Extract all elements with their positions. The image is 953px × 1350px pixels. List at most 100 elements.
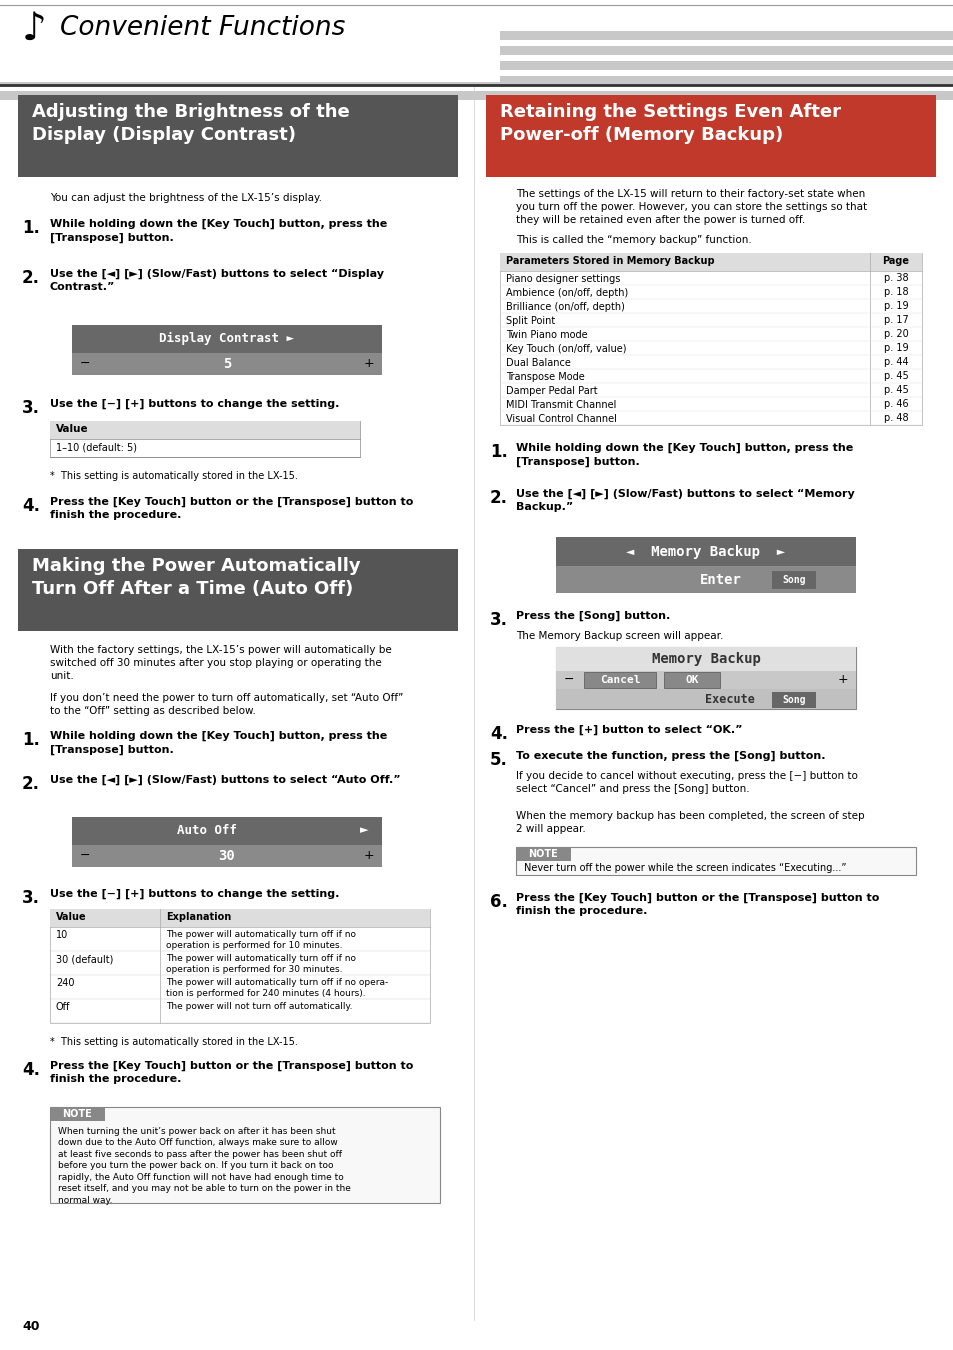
Text: Press the [+] button to select “OK.”: Press the [+] button to select “OK.”: [516, 725, 741, 736]
Text: 3.: 3.: [22, 400, 40, 417]
Bar: [50, 1107, 105, 1120]
Text: Split Point: Split Point: [505, 316, 555, 325]
Text: Transpose Mode: Transpose Mode: [505, 371, 584, 382]
Text: p. 48: p. 48: [882, 413, 907, 423]
Text: 30 (default): 30 (default): [56, 954, 113, 964]
Bar: [18, 549, 457, 630]
Bar: [71, 325, 381, 352]
Bar: [556, 566, 855, 593]
Text: The power will automatically turn off if no
operation is performed for 30 minute: The power will automatically turn off if…: [166, 954, 355, 975]
Text: p. 18: p. 18: [882, 288, 907, 297]
Text: Press the [Key Touch] button or the [Transpose] button to
finish the procedure.: Press the [Key Touch] button or the [Tra…: [516, 892, 879, 917]
Text: Brilliance (on/off, depth): Brilliance (on/off, depth): [505, 302, 624, 312]
Text: Song: Song: [781, 695, 805, 705]
Text: Never turn off the power while the screen indicates “Executing...”: Never turn off the power while the scree…: [523, 863, 845, 873]
Bar: [71, 817, 381, 867]
Text: Enter: Enter: [700, 572, 741, 586]
Bar: [18, 95, 457, 177]
Text: ◄  Memory Backup  ►: ◄ Memory Backup ►: [626, 544, 784, 559]
Bar: [0, 46, 953, 55]
Text: 5: 5: [223, 356, 231, 371]
Text: Off: Off: [56, 1002, 71, 1012]
Text: −: −: [80, 849, 91, 863]
Text: Parameters Stored in Memory Backup: Parameters Stored in Memory Backup: [505, 256, 714, 266]
Text: 5.: 5.: [490, 751, 507, 769]
Bar: [50, 909, 430, 927]
Text: p. 20: p. 20: [882, 329, 907, 339]
Text: Page: Page: [882, 256, 908, 266]
Text: OK: OK: [684, 675, 698, 684]
Text: Use the [◄] [►] (Slow/Fast) buttons to select “Memory
Backup.”: Use the [◄] [►] (Slow/Fast) buttons to s…: [516, 489, 854, 513]
Bar: [556, 647, 855, 709]
Bar: [71, 325, 381, 375]
Text: Explanation: Explanation: [166, 913, 231, 922]
Text: Press the [Song] button.: Press the [Song] button.: [516, 612, 670, 621]
Bar: [50, 421, 359, 458]
Text: ►: ►: [359, 825, 368, 836]
Text: Press the [Key Touch] button or the [Transpose] button to
finish the procedure.: Press the [Key Touch] button or the [Tra…: [50, 497, 413, 521]
Text: The power will automatically turn off if no opera-
tion is performed for 240 min: The power will automatically turn off if…: [166, 977, 388, 998]
Bar: [0, 31, 953, 40]
Text: +: +: [363, 849, 374, 863]
Text: Use the [◄] [►] (Slow/Fast) buttons to select “Display
Contrast.”: Use the [◄] [►] (Slow/Fast) buttons to s…: [50, 269, 384, 293]
Bar: [50, 421, 359, 439]
Text: Use the [◄] [►] (Slow/Fast) buttons to select “Auto Off.”: Use the [◄] [►] (Slow/Fast) buttons to s…: [50, 775, 400, 786]
Text: 4.: 4.: [22, 497, 40, 514]
Bar: [0, 76, 953, 85]
Text: Twin Piano mode: Twin Piano mode: [505, 329, 587, 340]
Text: 3.: 3.: [490, 612, 507, 629]
Text: Retaining the Settings Even After
Power-off (Memory Backup): Retaining the Settings Even After Power-…: [499, 103, 841, 144]
Text: When the memory backup has been completed, the screen of step
2 will appear.: When the memory backup has been complete…: [516, 811, 863, 834]
Text: 1–10 (default: 5): 1–10 (default: 5): [56, 443, 137, 454]
Text: NOTE: NOTE: [528, 849, 558, 859]
Text: Cancel: Cancel: [599, 675, 639, 684]
Text: 240: 240: [56, 977, 74, 988]
Text: This is called the “memory backup” function.: This is called the “memory backup” funct…: [516, 235, 751, 244]
Bar: [556, 688, 855, 709]
Text: p. 44: p. 44: [882, 356, 907, 367]
Text: p. 45: p. 45: [882, 371, 907, 381]
Text: 1.: 1.: [22, 730, 40, 749]
Text: Convenient Functions: Convenient Functions: [60, 15, 345, 40]
Text: When turning the unit’s power back on after it has been shut
down due to the Aut: When turning the unit’s power back on af…: [58, 1127, 351, 1204]
Bar: [50, 909, 430, 1023]
Bar: [771, 691, 815, 707]
Bar: [0, 12, 499, 82]
Text: ♪: ♪: [22, 9, 47, 49]
Text: Value: Value: [56, 913, 87, 922]
Bar: [556, 537, 855, 593]
Text: Piano designer settings: Piano designer settings: [505, 274, 619, 284]
Text: p. 46: p. 46: [882, 400, 907, 409]
Text: Press the [Key Touch] button or the [Transpose] button to
finish the procedure.: Press the [Key Touch] button or the [Tra…: [50, 1061, 413, 1084]
Text: Memory Backup: Memory Backup: [651, 652, 760, 666]
Text: *  This setting is automatically stored in the LX-15.: * This setting is automatically stored i…: [50, 1037, 297, 1048]
Text: −: −: [80, 358, 91, 370]
Text: Auto Off: Auto Off: [177, 824, 236, 837]
Bar: [499, 252, 921, 425]
Bar: [663, 672, 720, 688]
Text: 10: 10: [56, 930, 69, 940]
Text: 1.: 1.: [22, 219, 40, 238]
Bar: [50, 1107, 439, 1203]
Text: MIDI Transmit Channel: MIDI Transmit Channel: [505, 400, 616, 410]
Bar: [516, 846, 915, 875]
Text: Value: Value: [56, 424, 89, 433]
Text: If you don’t need the power to turn off automatically, set “Auto Off”
to the “Of: If you don’t need the power to turn off …: [50, 693, 403, 716]
Bar: [771, 571, 815, 589]
Text: 4.: 4.: [22, 1061, 40, 1079]
Text: 30: 30: [218, 849, 235, 863]
Text: Making the Power Automatically
Turn Off After a Time (Auto Off): Making the Power Automatically Turn Off …: [32, 558, 360, 598]
Text: Song: Song: [781, 575, 805, 585]
Text: If you decide to cancel without executing, press the [−] button to
select “Cance: If you decide to cancel without executin…: [516, 771, 857, 794]
Text: 6.: 6.: [490, 892, 507, 911]
Bar: [499, 252, 921, 271]
Text: You can adjust the brightness of the LX-15’s display.: You can adjust the brightness of the LX-…: [50, 193, 322, 202]
Bar: [556, 537, 855, 566]
Text: Adjusting the Brightness of the
Display (Display Contrast): Adjusting the Brightness of the Display …: [32, 103, 350, 144]
Text: While holding down the [Key Touch] button, press the
[Transpose] button.: While holding down the [Key Touch] butto…: [516, 443, 852, 467]
Bar: [516, 846, 571, 861]
Text: Key Touch (on/off, value): Key Touch (on/off, value): [505, 344, 626, 354]
Text: 2.: 2.: [22, 269, 40, 288]
Text: The settings of the LX-15 will return to their factory-set state when
you turn o: The settings of the LX-15 will return to…: [516, 189, 866, 224]
Text: Use the [−] [+] buttons to change the setting.: Use the [−] [+] buttons to change the se…: [50, 400, 339, 409]
